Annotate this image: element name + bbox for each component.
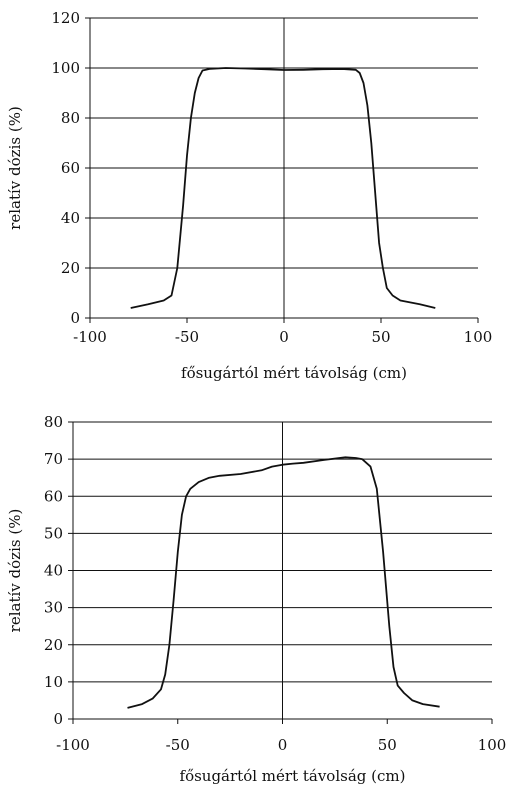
x-tick-label: -100 <box>73 328 107 346</box>
x-tick-label: -50 <box>166 736 190 754</box>
y-tick-label: 100 <box>51 59 80 77</box>
y-tick-label: 0 <box>70 309 80 327</box>
x-axis-title: fősugártól mért távolság (cm) <box>181 364 407 382</box>
dose-profile-line <box>130 67 436 309</box>
y-tick-label: 40 <box>61 209 80 227</box>
chart-1: 0 20 40 60 80 100 120 -100 -50 0 50 100 fősugártól m… <box>6 9 492 382</box>
y-tick-label: 70 <box>44 450 63 468</box>
chart-2: 0 10 20 30 40 50 60 70 80 -100 -50 0 50 100 fősugártól… <box>6 413 506 785</box>
x-tick-label: 50 <box>378 736 397 754</box>
x-axis-title: fősugártól mért távolság (cm) <box>180 767 406 785</box>
x-tick-label: -50 <box>175 328 199 346</box>
x-tick-label: 0 <box>278 736 288 754</box>
y-tick-label: 60 <box>61 159 80 177</box>
x-tick-label: 100 <box>478 736 507 754</box>
x-tick-label: -100 <box>56 736 90 754</box>
y-tick-label: 20 <box>44 636 63 654</box>
y-tick-label: 120 <box>51 9 80 27</box>
x-tick-label: 50 <box>371 328 390 346</box>
y-tick-label: 80 <box>61 109 80 127</box>
x-tick-label: 0 <box>279 328 289 346</box>
y-axis-title: relatív dózis (%) <box>6 509 24 633</box>
y-tick-label: 50 <box>44 524 63 542</box>
y-tick-label: 20 <box>61 259 80 277</box>
y-tick-label: 30 <box>44 599 63 617</box>
y-axis-title: relatív dózis (%) <box>6 106 24 230</box>
y-tick-label: 10 <box>44 673 63 691</box>
dose-profile-line <box>127 456 440 709</box>
y-tick-label: 0 <box>53 710 63 728</box>
y-tick-label: 40 <box>44 562 63 580</box>
y-tick-label: 60 <box>44 487 63 505</box>
y-tick-label: 80 <box>44 413 63 431</box>
x-tick-label: 100 <box>464 328 493 346</box>
